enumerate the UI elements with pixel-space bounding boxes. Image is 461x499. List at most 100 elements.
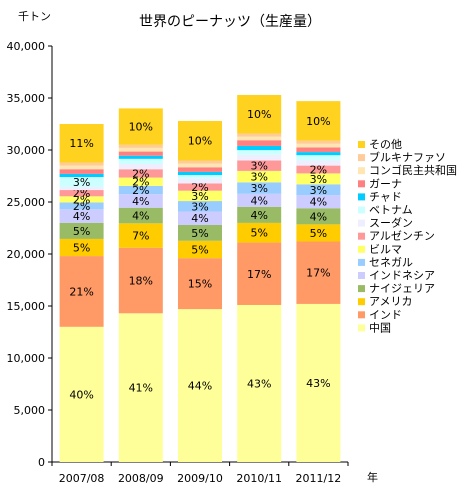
bar-segment — [296, 208, 341, 225]
y-tick-label: 35,000 — [7, 92, 46, 105]
bar-segment — [118, 155, 163, 159]
bar-segment — [118, 313, 163, 462]
bar-segment — [237, 145, 282, 151]
data-label: 7% — [132, 230, 149, 243]
data-label: 2% — [132, 167, 149, 180]
bar-segment — [178, 120, 222, 161]
legend-label: 中国 — [369, 321, 391, 334]
legend-label: インド — [369, 308, 402, 321]
bar-segment — [59, 124, 104, 163]
legend-swatch — [358, 258, 365, 266]
data-label: 44% — [188, 380, 212, 393]
bar-segment — [118, 247, 163, 314]
legend-swatch — [358, 324, 365, 332]
data-label: 10% — [129, 121, 153, 134]
data-label: 3% — [310, 184, 327, 197]
bar-segment — [59, 326, 104, 462]
data-label: 4% — [132, 195, 149, 208]
bar-segment — [237, 160, 282, 171]
bar-segment — [59, 173, 104, 178]
data-label: 5% — [191, 243, 208, 256]
data-label: 43% — [306, 377, 330, 390]
y-tick-label: 10,000 — [7, 352, 46, 365]
bar-segment — [296, 303, 341, 462]
bar-segment — [178, 167, 222, 172]
legend-swatch — [358, 245, 365, 253]
bar-segment — [237, 206, 282, 223]
y-tick-label: 15,000 — [7, 300, 46, 313]
bar-segment — [178, 211, 222, 225]
data-label: 21% — [69, 285, 93, 298]
data-label: 4% — [191, 212, 208, 225]
data-label: 4% — [132, 210, 149, 223]
bar-segment — [59, 209, 104, 223]
data-label: 5% — [250, 227, 267, 240]
bar-segment — [296, 184, 341, 196]
data-label: 15% — [188, 278, 212, 291]
data-label: 10% — [247, 108, 271, 121]
bar-segment — [59, 186, 104, 191]
bar-segment — [59, 169, 104, 174]
bar-segment — [178, 224, 222, 241]
bar-segment — [237, 222, 282, 243]
data-label: 2% — [191, 181, 208, 194]
bar-segment — [59, 256, 104, 327]
legend-swatch — [358, 206, 365, 214]
bar-segment — [59, 222, 104, 239]
legend-swatch — [358, 219, 365, 227]
data-label: 18% — [129, 275, 153, 288]
legend-swatch — [358, 141, 365, 148]
bar-segment — [118, 194, 163, 208]
legend-label: アルゼンチン — [369, 230, 435, 243]
bar-segment — [296, 224, 341, 242]
bar-segment — [296, 155, 341, 161]
bar-segment — [178, 258, 222, 310]
bar-segment — [237, 182, 282, 194]
data-label: 4% — [250, 194, 267, 207]
y-tick-label: 5,000 — [14, 404, 46, 417]
bar-segment — [296, 152, 341, 156]
legend: その他ブルキナファソコンゴ民主共和国ガーナチャドベトナムスーダンアルゼンチンビル… — [358, 138, 457, 334]
data-label: 2% — [73, 200, 90, 213]
y-tick-label: 0 — [38, 456, 45, 469]
data-label: 5% — [310, 227, 327, 240]
bar-segment — [178, 190, 222, 202]
data-label: 3% — [250, 160, 267, 173]
data-label: 4% — [73, 210, 90, 223]
bar-segment — [59, 202, 104, 210]
data-label: 2% — [132, 184, 149, 197]
chart-title: 世界のピーナッツ（生産量） — [139, 14, 321, 30]
x-tick-label: 2011/12 — [296, 472, 342, 485]
bar-segment — [296, 173, 341, 185]
bar-segment — [118, 151, 163, 156]
legend-swatch — [358, 285, 365, 293]
data-label: 2% — [310, 164, 327, 177]
legend-swatch — [358, 298, 365, 306]
y-tick-label: 30,000 — [7, 144, 46, 157]
legend-swatch — [358, 167, 365, 175]
bar-segment — [59, 190, 104, 197]
bar-segment — [118, 158, 163, 165]
bar-segment — [118, 108, 163, 145]
data-label: 2% — [132, 176, 149, 189]
legend-label: ガーナ — [369, 177, 402, 190]
data-label: 3% — [73, 176, 90, 189]
data-label: 4% — [250, 209, 267, 222]
x-axis-label: 年 — [367, 470, 378, 484]
bar-segment — [237, 304, 282, 462]
legend-swatch — [358, 311, 365, 319]
legend-swatch — [358, 272, 365, 279]
x-tick-label: 2009/10 — [177, 472, 223, 485]
legend-label: ブルキナファソ — [369, 150, 446, 164]
data-label: 2% — [73, 193, 90, 206]
bar-segment — [118, 164, 163, 170]
legend-label: スーダン — [369, 216, 413, 230]
legend-swatch — [358, 154, 365, 162]
data-label: 10% — [188, 135, 212, 148]
bar-segment — [59, 162, 104, 166]
x-tick-label: 2008/09 — [118, 472, 164, 485]
bar-segment — [237, 193, 282, 207]
legend-label: ビルマ — [369, 243, 402, 256]
legend-label: ベトナム — [369, 204, 413, 217]
x-tick-label: 2010/11 — [236, 472, 282, 485]
